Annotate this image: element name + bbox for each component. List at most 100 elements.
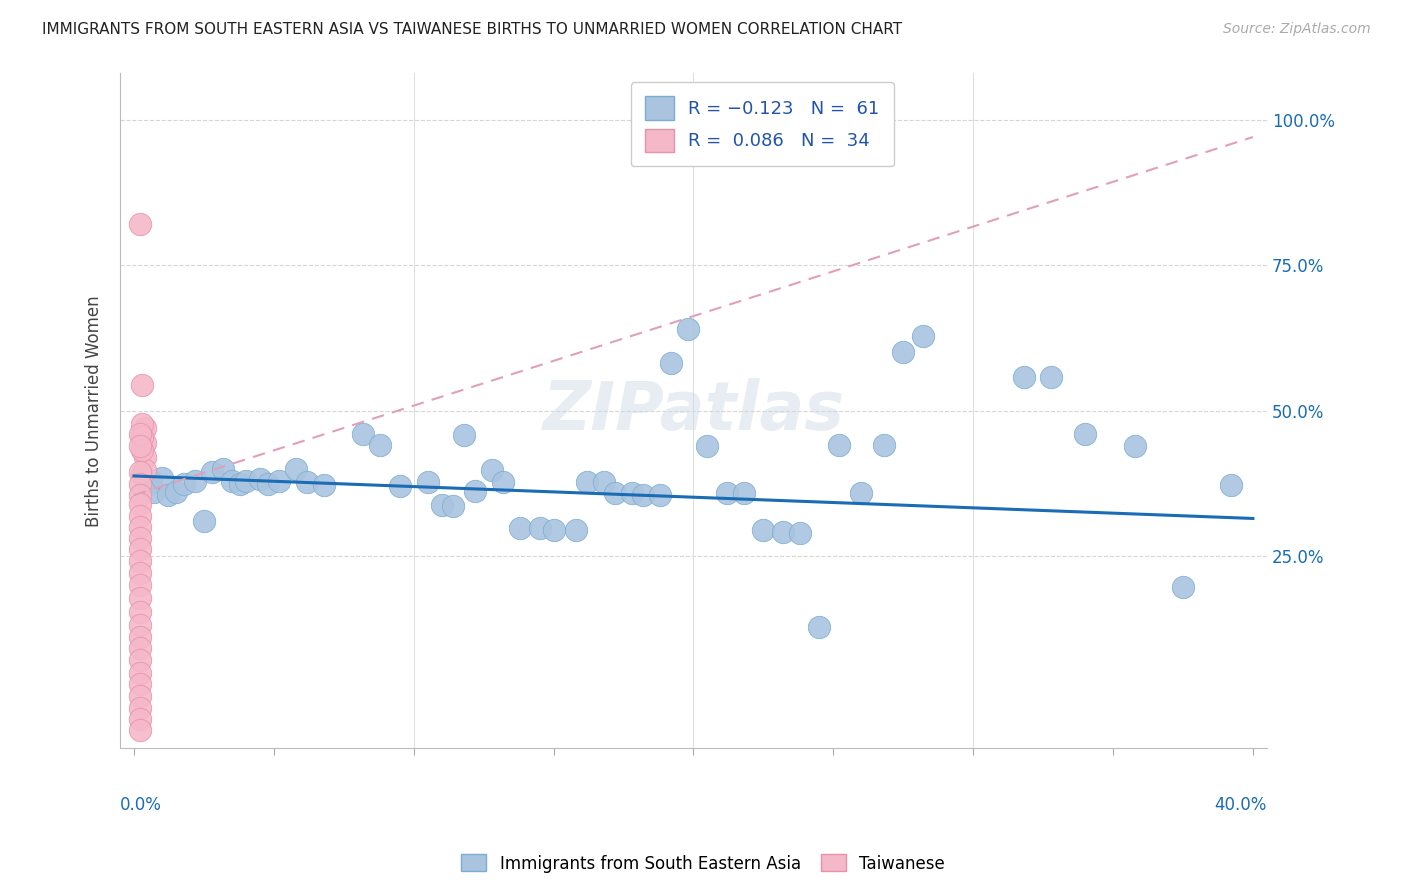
- Point: [136, 476, 159, 491]
- Point: [716, 486, 738, 500]
- Point: [891, 345, 914, 359]
- Point: [249, 472, 271, 486]
- Point: [128, 566, 150, 580]
- Point: [441, 500, 464, 514]
- Point: [139, 474, 162, 488]
- Point: [128, 218, 150, 232]
- Point: [128, 465, 150, 479]
- Point: [828, 437, 851, 451]
- Point: [131, 467, 153, 482]
- Point: [430, 498, 453, 512]
- Point: [193, 514, 215, 528]
- Point: [416, 475, 439, 489]
- Point: [453, 428, 475, 442]
- Point: [128, 618, 150, 632]
- Point: [529, 521, 551, 535]
- Point: [131, 443, 153, 458]
- Point: [221, 474, 243, 488]
- Point: [1125, 439, 1147, 453]
- Point: [128, 700, 150, 714]
- Point: [1012, 370, 1035, 384]
- Point: [128, 641, 150, 656]
- Text: 40.0%: 40.0%: [1215, 796, 1267, 814]
- Point: [212, 462, 235, 476]
- Point: [128, 476, 150, 491]
- Point: [1171, 580, 1194, 594]
- Point: [603, 486, 626, 500]
- Point: [543, 523, 565, 537]
- Point: [150, 471, 173, 485]
- Point: [184, 474, 207, 488]
- Point: [165, 485, 187, 500]
- Point: [388, 479, 411, 493]
- Point: [314, 478, 336, 492]
- Point: [492, 475, 515, 489]
- Point: [142, 485, 165, 500]
- Point: [752, 523, 775, 537]
- Point: [464, 484, 486, 499]
- Point: [565, 523, 588, 537]
- Point: [648, 488, 671, 502]
- Point: [851, 486, 873, 500]
- Point: [593, 475, 616, 489]
- Point: [128, 439, 150, 453]
- Point: [128, 665, 150, 680]
- Point: [128, 677, 150, 691]
- Text: 0.0%: 0.0%: [120, 796, 162, 814]
- Point: [128, 508, 150, 523]
- Point: [128, 531, 150, 545]
- Legend: Immigrants from South Eastern Asia, Taiwanese: Immigrants from South Eastern Asia, Taiw…: [454, 847, 952, 880]
- Point: [269, 474, 291, 488]
- Point: [872, 437, 894, 451]
- Point: [128, 591, 150, 606]
- Text: ZIPatlas: ZIPatlas: [543, 377, 845, 443]
- Point: [131, 430, 153, 444]
- Point: [128, 578, 150, 592]
- Point: [156, 488, 179, 502]
- Point: [128, 427, 150, 442]
- Point: [1040, 370, 1063, 384]
- Point: [620, 486, 643, 500]
- Point: [128, 630, 150, 644]
- Point: [631, 487, 654, 501]
- Point: [128, 712, 150, 726]
- Point: [576, 475, 599, 489]
- Point: [808, 620, 831, 634]
- Point: [772, 524, 794, 539]
- Point: [134, 421, 156, 435]
- Point: [201, 465, 224, 479]
- Point: [659, 356, 682, 370]
- Y-axis label: Births to Unmarried Women: Births to Unmarried Women: [86, 295, 103, 526]
- Point: [481, 463, 503, 477]
- Point: [128, 488, 150, 502]
- Point: [676, 322, 699, 336]
- Point: [128, 520, 150, 534]
- Point: [229, 476, 252, 491]
- Point: [134, 450, 156, 465]
- Legend: R = −0.123   N =  61, R =  0.086   N =  34: R = −0.123 N = 61, R = 0.086 N = 34: [630, 82, 894, 166]
- Point: [368, 437, 391, 451]
- Point: [1074, 427, 1097, 442]
- Point: [128, 723, 150, 737]
- Point: [285, 462, 308, 476]
- Point: [733, 486, 755, 500]
- Text: IMMIGRANTS FROM SOUTH EASTERN ASIA VS TAIWANESE BIRTHS TO UNMARRIED WOMEN CORREL: IMMIGRANTS FROM SOUTH EASTERN ASIA VS TA…: [42, 22, 903, 37]
- Point: [257, 476, 280, 491]
- Point: [352, 427, 374, 442]
- Point: [297, 475, 319, 489]
- Point: [134, 435, 156, 450]
- Point: [131, 377, 153, 392]
- Point: [235, 474, 257, 488]
- Text: Source: ZipAtlas.com: Source: ZipAtlas.com: [1223, 22, 1371, 37]
- Point: [128, 605, 150, 619]
- Point: [173, 476, 195, 491]
- Point: [128, 554, 150, 568]
- Point: [134, 463, 156, 477]
- Point: [128, 497, 150, 511]
- Point: [128, 542, 150, 557]
- Point: [789, 526, 811, 541]
- Point: [911, 329, 934, 343]
- Point: [128, 653, 150, 667]
- Point: [696, 439, 718, 453]
- Point: [509, 521, 531, 535]
